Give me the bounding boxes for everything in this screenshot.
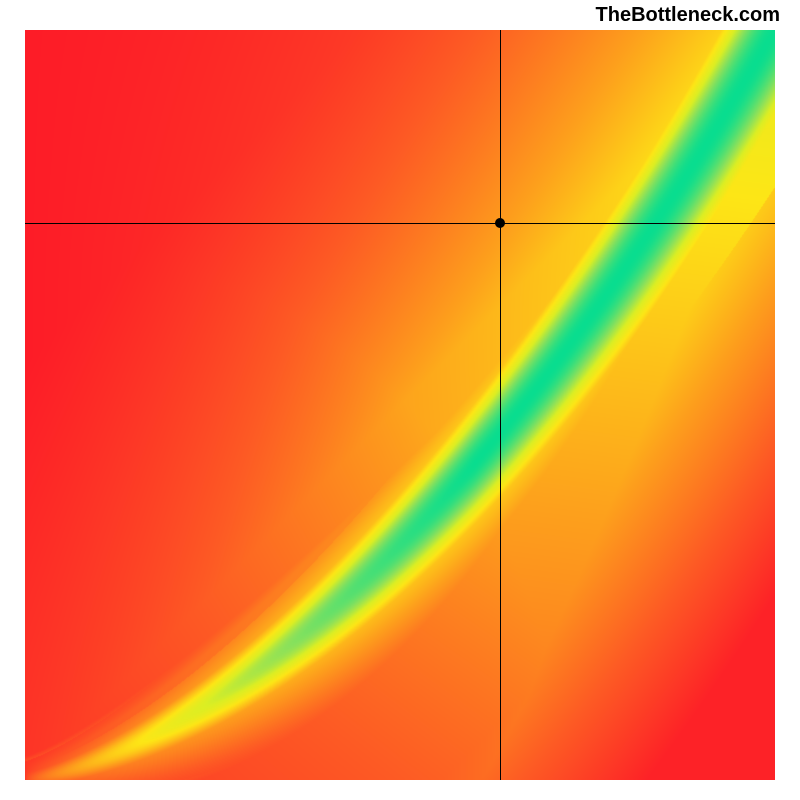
heatmap-plot [25,30,775,780]
crosshair-vertical [500,30,501,780]
chart-container: TheBottleneck.com [0,0,800,800]
crosshair-horizontal [25,223,775,224]
crosshair-marker [495,218,505,228]
heatmap-canvas [25,30,775,780]
watermark-text: TheBottleneck.com [596,0,780,30]
